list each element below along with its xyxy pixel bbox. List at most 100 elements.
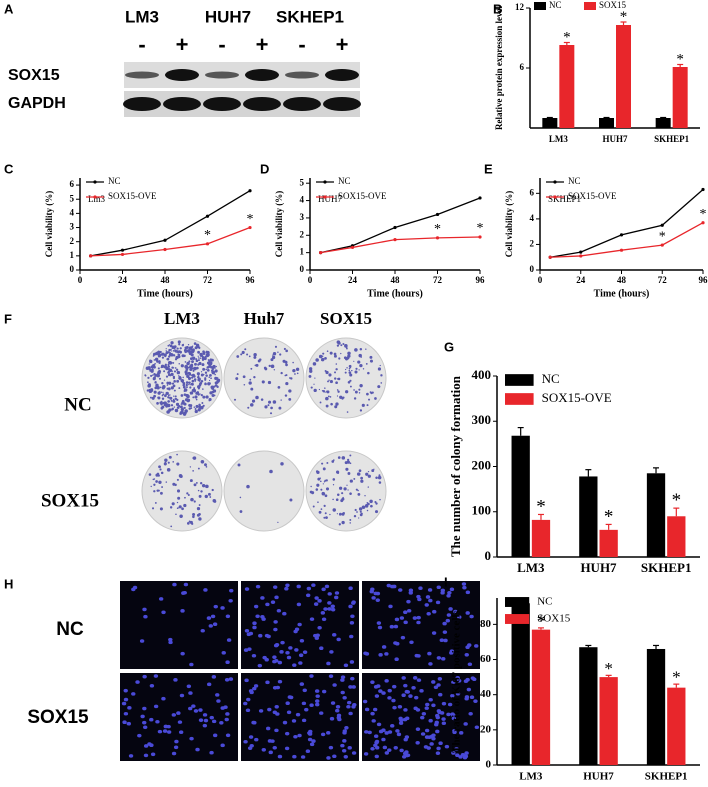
nucleus (274, 728, 279, 733)
nucleus (180, 609, 185, 613)
nucleus (437, 676, 443, 681)
colony (169, 506, 173, 509)
colony (189, 373, 192, 376)
nucleus (442, 630, 448, 634)
colony (180, 378, 185, 383)
colony (192, 512, 196, 516)
colony (212, 364, 216, 369)
nucleus (408, 591, 413, 595)
blot-band (205, 71, 239, 79)
nucleus (292, 663, 297, 667)
colony (194, 380, 196, 382)
nucleus (465, 590, 471, 595)
colony (346, 347, 348, 350)
colony (193, 358, 195, 361)
colony (172, 384, 176, 388)
nucleus (367, 730, 372, 735)
significance-marker: * (700, 207, 707, 222)
colony (155, 383, 159, 388)
nucleus (416, 678, 422, 682)
nucleus (181, 591, 186, 595)
nucleus (163, 724, 168, 729)
x-tick-label: SKHEP1 (641, 560, 692, 575)
nucleus (457, 615, 462, 619)
colony (269, 412, 273, 415)
bar (599, 118, 614, 128)
colony (158, 480, 162, 484)
colony (188, 404, 191, 407)
significance-marker: * (434, 222, 441, 237)
nucleus (436, 656, 442, 660)
nucleus (228, 677, 234, 681)
colony (267, 404, 270, 407)
panel-letter: F (4, 311, 12, 326)
colony (191, 379, 195, 383)
colony (200, 490, 203, 493)
colony (338, 512, 342, 516)
colony (148, 363, 150, 365)
colony (159, 468, 162, 471)
colony (189, 391, 192, 394)
nucleus (384, 751, 390, 755)
colony (167, 403, 171, 408)
colony (338, 357, 341, 360)
colony (147, 376, 150, 379)
nucleus (370, 680, 375, 684)
colony (186, 492, 189, 495)
nucleus (342, 695, 347, 700)
colony (290, 377, 293, 380)
colony (195, 404, 199, 408)
colony (277, 385, 281, 389)
legend-swatch (505, 374, 534, 386)
nucleus (176, 711, 181, 715)
colony (171, 347, 173, 350)
nucleus (274, 642, 280, 647)
nucleus (455, 675, 460, 680)
colony (210, 377, 212, 380)
nucleus (287, 695, 293, 699)
colony (239, 510, 243, 513)
colony (167, 365, 171, 368)
point (120, 252, 125, 257)
colony (340, 352, 342, 355)
colony (201, 402, 204, 404)
colony (204, 463, 207, 467)
colony (211, 370, 216, 375)
colony (280, 462, 284, 466)
nucleus (384, 731, 389, 735)
bar (672, 67, 688, 128)
nucleus (313, 602, 319, 606)
colony (205, 374, 208, 377)
bar (616, 25, 631, 128)
nucleus (350, 614, 355, 619)
colony (204, 382, 207, 386)
point (205, 242, 210, 246)
nucleus (465, 677, 470, 682)
colony (156, 373, 158, 375)
nucleus (142, 607, 147, 612)
colony (357, 360, 361, 364)
colony (170, 372, 174, 376)
colony (310, 386, 313, 389)
colony (336, 513, 339, 515)
colony (199, 405, 204, 410)
colony (377, 475, 382, 480)
colony (358, 517, 360, 519)
colony (359, 363, 363, 368)
nucleus (320, 732, 326, 737)
colony (165, 393, 167, 395)
colony (356, 472, 361, 476)
colony (325, 396, 329, 401)
colony (160, 471, 164, 475)
nucleus (302, 688, 307, 693)
nucleus (248, 735, 254, 739)
colony (180, 364, 184, 368)
nucleus (329, 650, 334, 654)
nucleus (147, 742, 152, 746)
nucleus (454, 747, 459, 751)
nucleus (424, 706, 429, 710)
x-tick-label: 0 (78, 275, 83, 285)
y-tick-label: 100 (472, 503, 492, 518)
colony (158, 361, 161, 365)
colony (273, 369, 276, 371)
